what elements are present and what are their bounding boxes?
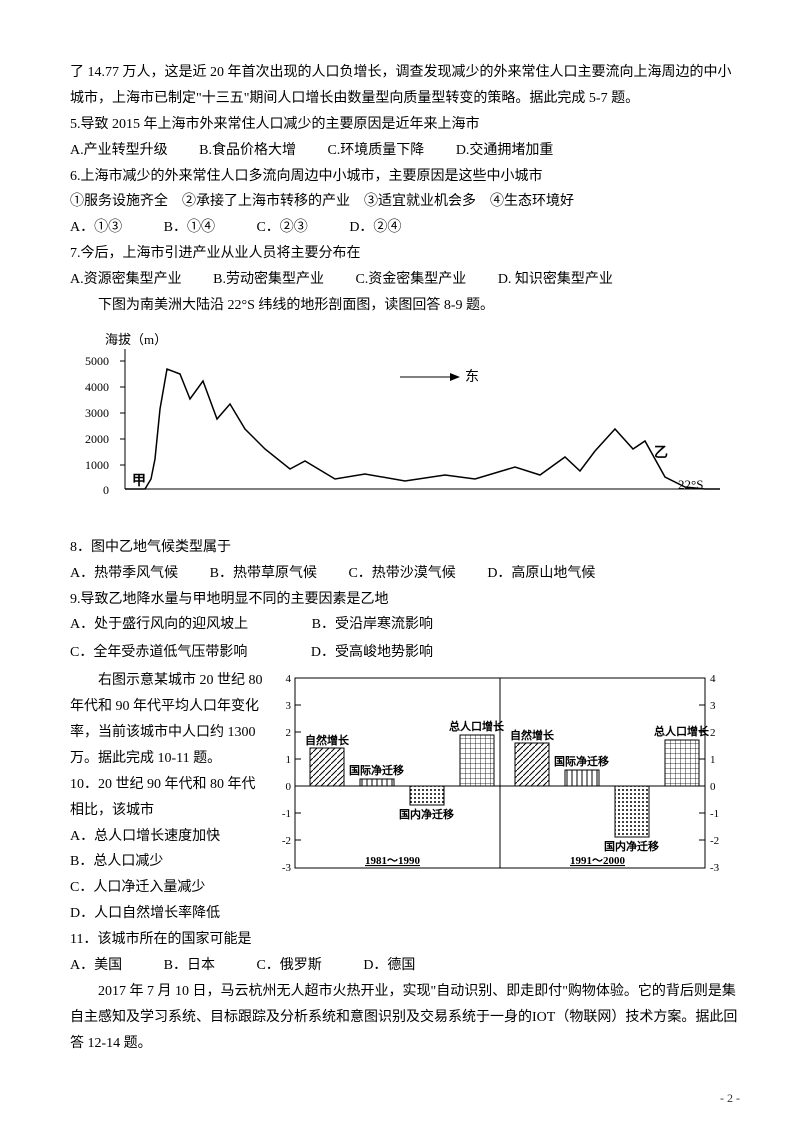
q6-stem: 6.上海市减少的外来常住人口多流向周边中小城市，主要原因是这些中小城市 [70,164,740,190]
q7-C: C.资金密集型产业 [355,272,466,287]
q5-B: B.食品价格大增 [199,143,296,158]
q10-C: C．人口净迁入量减少 [70,875,265,901]
svg-text:22°S: 22°S [678,477,703,492]
svg-text:5000: 5000 [85,354,109,368]
svg-text:-3: -3 [710,862,720,874]
svg-text:1: 1 [286,754,292,766]
q11-C: C．俄罗斯 [256,958,321,973]
svg-text:2: 2 [710,727,716,739]
q9-B: B．受沿岸寒流影响 [312,612,433,638]
q9-options: A．处于盛行风向的迎风坡上 B．受沿岸寒流影响 C．全年受赤道低气压带影响 D．… [70,612,740,668]
q6-A: A．①③ [70,220,122,235]
q10-B: B．总人口减少 [70,849,265,875]
svg-text:4: 4 [286,673,292,685]
q9-D: D．受高峻地势影响 [311,640,433,666]
outro-text: 2017 年 7 月 10 日，马云杭州无人超市火热开业，实现"自动识别、即走即… [70,979,740,1057]
q11-A: A．美国 [70,958,122,973]
q5-D: D.交通拥堵加重 [456,143,554,158]
svg-text:2000: 2000 [85,432,109,446]
svg-text:-2: -2 [282,835,291,847]
q10-D: D．人口自然增长率降低 [70,901,740,927]
svg-text:国际净迁移: 国际净迁移 [349,763,404,777]
q10-A: A．总人口增长速度加快 [70,824,265,850]
q7-A: A.资源密集型产业 [70,272,182,287]
svg-text:-1: -1 [282,808,291,820]
q11-stem: 11．该城市所在的国家可能是 [70,927,740,953]
q6-items: ①服务设施齐全 ②承接了上海市转移的产业 ③适宜就业机会多 ④生态环境好 [70,189,740,215]
page-number: - 2 - [70,1087,740,1109]
q9-stem: 9.导致乙地降水量与甲地明显不同的主要因素是乙地 [70,587,740,613]
svg-text:国际净迁移: 国际净迁移 [554,754,609,768]
svg-text:1: 1 [710,754,716,766]
q6-B: B．①④ [164,220,215,235]
svg-text:甲: 甲 [132,473,146,489]
profile-intro: 下图为南美洲大陆沿 22°S 纬线的地形剖面图，读图回答 8-9 题。 [70,293,740,319]
svg-text:3000: 3000 [85,406,109,420]
svg-text:总人口增长: 总人口增长 [449,719,505,733]
q8-A: A．热带季风气候 [70,566,178,581]
q5-stem: 5.导致 2015 年上海市外来常住人口减少的主要原因是近年来上海市 [70,112,740,138]
svg-text:总人口增长: 总人口增长 [654,724,710,738]
intro-text: 了 14.77 万人，这是近 20 年首次出现的人口负增长，调查发现减少的外来常… [70,60,740,112]
svg-text:乙: 乙 [654,445,668,461]
q8-stem: 8．图中乙地气候类型属于 [70,535,740,561]
q11-D: D．德国 [363,958,415,973]
svg-text:国内净迁移: 国内净迁移 [399,807,454,821]
profile-line [125,369,720,489]
svg-text:-3: -3 [282,862,292,874]
q7-D: D. 知识密集型产业 [498,272,613,287]
svg-text:-2: -2 [710,835,719,847]
q6-D: D．②④ [349,220,401,235]
q8-D: D．高原山地气候 [487,566,595,581]
svg-text:2: 2 [286,727,292,739]
svg-text:4: 4 [710,673,716,685]
profile-ylabel: 海拔（m） [105,332,167,347]
q8-options: A．热带季风气候 B．热带草原气候 C．热带沙漠气候 D．高原山地气候 [70,561,740,587]
svg-text:自然增长: 自然增长 [305,733,350,747]
svg-text:-1: -1 [710,808,719,820]
q10-stem: 10．20 世纪 90 年代和 80 年代相比，该城市 [70,772,265,824]
svg-text:1000: 1000 [85,458,109,472]
q5-C: C.环境质量下降 [327,143,424,158]
svg-text:1991～2000: 1991～2000 [570,855,625,867]
q6-C: C．②③ [256,220,307,235]
q9-A: A．处于盛行风向的迎风坡上 [70,612,248,638]
q8-C: C．热带沙漠气候 [348,566,455,581]
profile-chart: 海拔（m） 5000 4000 3000 2000 1000 0 东 甲 乙 2… [70,329,740,529]
svg-text:0: 0 [103,483,109,497]
svg-text:自然增长: 自然增长 [510,728,555,742]
svg-text:国内净迁移: 国内净迁移 [604,839,659,853]
q11-B: B．日本 [164,958,215,973]
q11-options: A．美国 B．日本 C．俄罗斯 D．德国 [70,953,740,979]
svg-text:0: 0 [286,781,292,793]
svg-text:3: 3 [710,700,716,712]
q5-options: A.产业转型升级 B.食品价格大增 C.环境质量下降 D.交通拥堵加重 [70,138,740,164]
q7-B: B.劳动密集型产业 [213,272,324,287]
q6-options: A．①③ B．①④ C．②③ D．②④ [70,215,740,241]
q8-B: B．热带草原气候 [210,566,317,581]
barchart-intro: 右图示意某城市 20 世纪 80 年代和 90 年代平均人口年变化率，当前该城市… [70,668,265,772]
q5-A: A.产业转型升级 [70,143,168,158]
population-barchart: 4 3 2 1 0 -1 -2 -3 4 3 2 1 0 -1 -2 -3 [265,668,740,893]
q7-options: A.资源密集型产业 B.劳动密集型产业 C.资金密集型产业 D. 知识密集型产业 [70,267,740,293]
svg-text:4000: 4000 [85,380,109,394]
svg-text:东: 东 [465,369,479,385]
svg-text:0: 0 [710,781,716,793]
svg-text:1981～1990: 1981～1990 [365,855,420,867]
q9-C: C．全年受赤道低气压带影响 [70,640,247,666]
q7-stem: 7.今后，上海市引进产业从业人员将主要分布在 [70,241,740,267]
svg-text:3: 3 [286,700,292,712]
